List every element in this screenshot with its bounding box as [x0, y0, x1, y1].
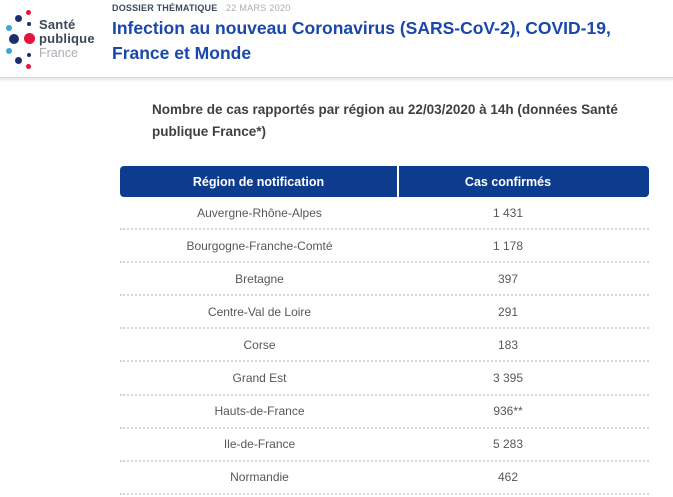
column-header-region: Région de notification — [120, 166, 397, 197]
table-row: Bretagne 397 — [120, 263, 649, 297]
cases-cell: 936** — [493, 404, 523, 419]
region-cell: Grand Est — [232, 371, 287, 386]
region-cell: Normandie — [230, 470, 289, 485]
dossier-date: 22 MARS 2020 — [225, 3, 291, 13]
table-header-row: Région de notification Cas confirmés — [120, 166, 649, 197]
table-row: Grand Est 3 395 — [120, 362, 649, 396]
dossier-kicker: DOSSIER THÉMATIQUE — [112, 3, 218, 13]
cases-cell: 462 — [497, 470, 519, 485]
page-title: Infection au nouveau Coronavirus (SARS-C… — [112, 18, 611, 63]
table-row: Hauts-de-France 936** — [120, 396, 649, 429]
region-cell: Corse — [243, 337, 276, 352]
kicker-line: DOSSIER THÉMATIQUE 22 MARS 2020 — [112, 3, 291, 13]
logo-wordmark: Santé publique France — [39, 17, 95, 61]
cases-by-region-table: Région de notification Cas confirmés Auv… — [120, 166, 649, 495]
region-cell: Auvergne-Rhône-Alpes — [197, 205, 322, 220]
column-header-cases: Cas confirmés — [399, 166, 649, 197]
cases-cell: 1 178 — [492, 238, 524, 253]
table-row: Auvergne-Rhône-Alpes 1 431 — [120, 197, 649, 231]
table-row: Ile-de-France 5 283 — [120, 429, 649, 462]
logo-word-france: France — [39, 46, 78, 60]
region-cell: Bretagne — [235, 271, 284, 286]
logo-dots-icon — [6, 10, 38, 70]
cases-cell: 5 283 — [492, 437, 524, 452]
cases-cell: 1 431 — [492, 205, 524, 220]
region-cell: Centre-Val de Loire — [207, 304, 312, 319]
region-cell: Hauts-de-France — [214, 404, 305, 419]
table-row: Normandie 462 — [120, 462, 649, 495]
region-cell: Ile-de-France — [223, 437, 296, 452]
table-row: Corse 183 — [120, 329, 649, 363]
logo-word-publique: publique — [39, 31, 95, 46]
cases-cell: 397 — [497, 271, 519, 286]
cases-cell: 291 — [497, 304, 519, 319]
site-header: Santé publique France DOSSIER THÉMATIQUE… — [0, 0, 673, 77]
header-divider — [0, 77, 673, 80]
logo-word-sante: Santé — [39, 17, 76, 32]
cases-cell: 183 — [497, 337, 519, 352]
section-heading: Nombre de cas rapportés par région au 22… — [152, 102, 618, 139]
table-row: Bourgogne-Franche-Comté 1 178 — [120, 230, 649, 264]
sante-publique-france-logo[interactable]: Santé publique France — [6, 8, 106, 72]
cases-cell: 3 395 — [492, 371, 524, 386]
table-row: Centre-Val de Loire 291 — [120, 296, 649, 330]
region-cell: Bourgogne-Franche-Comté — [186, 238, 333, 253]
table-body: Auvergne-Rhône-Alpes 1 431 Bourgogne-Franc… — [120, 197, 649, 495]
